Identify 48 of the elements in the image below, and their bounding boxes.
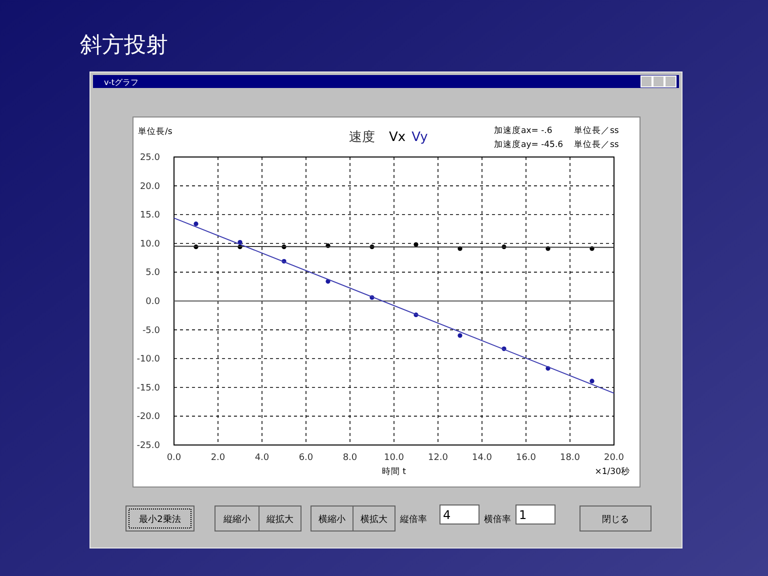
text: 横拡大: [360, 514, 388, 525]
text: 1: [519, 508, 527, 522]
text: 加速度ax= -.6: [494, 125, 552, 136]
x-tick-label: 2.0: [210, 453, 226, 463]
x-axis-title: 時間 t: [382, 466, 407, 477]
text: 4: [443, 508, 451, 522]
text: 最小2乗法: [139, 514, 181, 525]
y-tick-label: -25.0: [136, 441, 160, 451]
x-tick-label: 0.0: [166, 453, 182, 463]
y-tick-label: 15.0: [140, 210, 160, 221]
text: ×1/30秒: [594, 466, 630, 477]
text: 横縮小: [318, 514, 346, 525]
text: 横倍率: [484, 514, 511, 525]
chart-subtitle: 速度: [349, 129, 375, 145]
y-tick-label: -15.0: [136, 383, 160, 394]
text: 縦縮小: [222, 514, 250, 525]
y-tick-label: -5.0: [142, 326, 160, 336]
x-tick-label: 6.0: [298, 453, 314, 463]
point: [414, 242, 418, 247]
x-tick-label: 12.0: [428, 453, 448, 463]
text: 加速度ay= -45.6: [494, 139, 564, 150]
point: [194, 222, 198, 226]
y-tick-label: 25.0: [140, 153, 160, 163]
x-tick-label: 10.0: [384, 453, 404, 463]
text: Vy: [412, 130, 428, 145]
text: 単位長／ss: [574, 139, 620, 150]
x-tick-label: 18.0: [560, 453, 580, 463]
text: 閉じる: [602, 514, 629, 525]
x-tick-label: 8.0: [342, 453, 358, 463]
y-tick-label: 20.0: [140, 182, 160, 192]
y-axis-title: 単位長/s: [138, 126, 173, 137]
y-tick-label: 0.0: [146, 297, 160, 307]
x-tick-label: 4.0: [254, 453, 270, 463]
text: v-tグラフ: [104, 78, 139, 87]
text: 単位長／ss: [574, 125, 620, 136]
x-tick-label: 14.0: [472, 453, 492, 463]
y-tick-label: 10.0: [140, 239, 160, 250]
text: Vx: [389, 130, 406, 145]
x-tick-label: 20.0: [604, 453, 624, 463]
chart-title: 斜方投射: [80, 33, 168, 58]
y-tick-label: -10.0: [136, 354, 160, 365]
point: [458, 333, 462, 338]
text: 縦拡大: [266, 514, 294, 525]
point: [590, 378, 594, 384]
y-tick-label: 5.0: [146, 268, 160, 278]
y-tick-label: -20.0: [136, 412, 160, 422]
x-tick-label: 16.0: [516, 453, 536, 463]
text: 縦倍率: [399, 514, 427, 525]
